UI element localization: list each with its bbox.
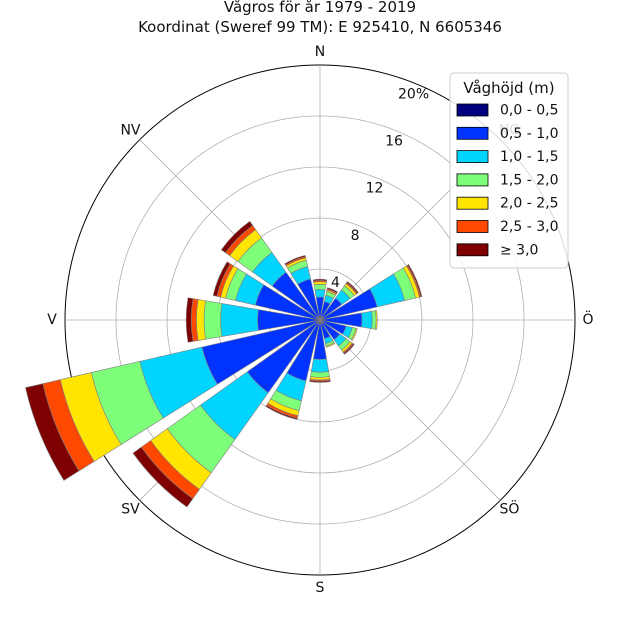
direction-label: SV <box>121 502 140 518</box>
radial-tick-label: 4 <box>331 275 340 291</box>
sector-bar-segment <box>132 446 194 508</box>
legend-box <box>449 72 569 269</box>
sector-bar-segment <box>185 297 194 343</box>
sector-bar-segment <box>312 278 328 282</box>
legend-item-label: 1,5 - 2,0 <box>500 172 558 188</box>
sector-bar-segment <box>350 327 358 341</box>
legend-item-label: ≥ 3,0 <box>500 242 538 258</box>
legend-swatch <box>456 103 489 117</box>
stacked-sector-bars <box>25 220 423 508</box>
chart-title: Vågros för år 1979 - 2019 <box>223 0 417 16</box>
sector-bar-segment <box>220 220 254 254</box>
sector-bar-segment <box>212 261 231 297</box>
legend-item-label: 1,0 - 1,5 <box>500 149 558 165</box>
legend-item-label: 2,5 - 3,0 <box>500 219 558 235</box>
sector-bar-segment <box>196 299 206 341</box>
legend-swatch <box>456 243 489 257</box>
radial-tick-label: 8 <box>351 228 360 244</box>
direction-label: N <box>315 44 325 60</box>
chart-subtitle: Koordinat (Sweref 99 TM): E 925410, N 66… <box>138 18 502 36</box>
legend: Våghöjd (m) 0,0 - 0,5 0,5 - 1,0 1,0 - 1,5 1,… <box>449 72 569 269</box>
sector-bar-segment <box>310 358 330 373</box>
direction-label: NV <box>120 122 140 138</box>
sector-bar-segment <box>374 310 378 330</box>
legend-swatch <box>456 126 489 140</box>
sector-bar-segment <box>220 303 259 337</box>
sector-bar-segment <box>326 287 339 294</box>
direction-label: V <box>47 312 57 328</box>
sector-bar-segment <box>371 310 377 330</box>
legend-item-label: 2,0 - 2,5 <box>500 196 558 212</box>
radial-tick-label: 16 <box>385 134 403 150</box>
sector-bar-segment <box>25 383 80 481</box>
sector-bar-segment <box>284 255 306 266</box>
legend-swatch <box>456 173 489 187</box>
direction-label: Ö <box>582 310 593 328</box>
grid-spoke <box>319 319 501 501</box>
sector-bar-segment <box>265 404 298 420</box>
sector-bar-segment <box>310 371 330 378</box>
legend-title: Våghöjd (m) <box>463 79 554 97</box>
sector-bar-segment <box>314 289 326 298</box>
legend-item-label: 0,5 - 1,0 <box>500 126 558 142</box>
radial-tick-label: 20% <box>398 86 429 102</box>
direction-label: S <box>316 580 325 596</box>
radial-tick-label: 12 <box>366 181 384 197</box>
sector-bar-segment <box>361 310 373 330</box>
legend-swatch <box>456 150 489 164</box>
legend-item-label: 0,0 - 0,5 <box>500 103 558 119</box>
legend-swatch <box>456 220 489 233</box>
sector-bar-segment <box>343 343 355 355</box>
sector-bar-segment <box>313 284 327 291</box>
sector-bar-segment <box>203 300 223 340</box>
sector-bar-segment <box>325 342 336 348</box>
direction-label: SÖ <box>500 500 520 518</box>
sector-bar-segment <box>407 264 423 298</box>
sector-bar-segment <box>346 281 359 294</box>
sector-bar-segment <box>309 380 331 383</box>
legend-swatch <box>456 196 489 210</box>
